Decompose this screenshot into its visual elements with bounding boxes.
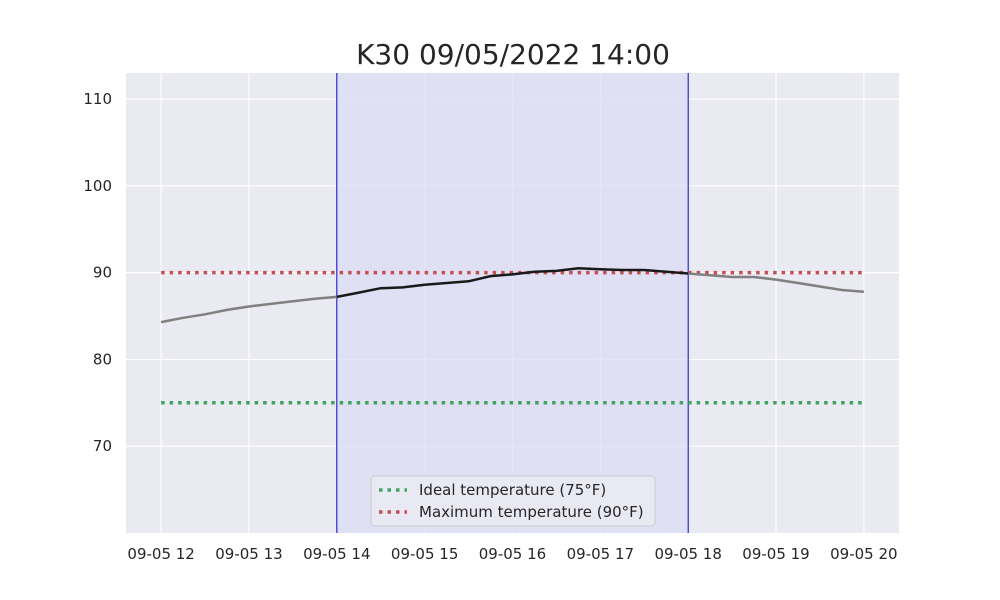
legend-label: Maximum temperature (90°F) bbox=[419, 503, 644, 521]
x-axis-ticks: 09-05 12 09-05 13 09-05 14 09-05 15 09-05 16… bbox=[127, 545, 897, 563]
y-tick-label: 70 bbox=[93, 437, 112, 455]
x-tick-label: 09-05 20 bbox=[830, 545, 897, 563]
x-tick-label: 09-05 19 bbox=[742, 545, 809, 563]
y-tick-label: 110 bbox=[83, 90, 112, 108]
y-tick-label: 90 bbox=[93, 264, 112, 282]
x-tick-label: 09-05 17 bbox=[567, 545, 634, 563]
temperature-series-before-window bbox=[160, 295, 337, 324]
x-tick-label: 09-05 12 bbox=[127, 545, 194, 563]
x-tick-label: 09-05 15 bbox=[391, 545, 458, 563]
x-tick-label: 09-05 18 bbox=[654, 545, 721, 563]
x-tick-label: 09-05 13 bbox=[215, 545, 282, 563]
series-group bbox=[160, 267, 864, 324]
highlight-window bbox=[336, 73, 689, 533]
legend-label: Ideal temperature (75°F) bbox=[419, 481, 606, 499]
temperature-series-after-window bbox=[688, 272, 864, 293]
chart-title: K30 09/05/2022 14:00 bbox=[356, 38, 670, 71]
x-tick-label: 09-05 16 bbox=[479, 545, 546, 563]
y-axis-ticks: 70 80 90 100 110 bbox=[83, 90, 112, 455]
y-tick-label: 80 bbox=[93, 350, 112, 368]
x-tick-label: 09-05 14 bbox=[303, 545, 370, 563]
highlight-window-fill bbox=[336, 73, 689, 533]
legend: Ideal temperature (75°F) Maximum temperat… bbox=[370, 475, 656, 527]
reference-lines bbox=[161, 270, 864, 405]
y-tick-label: 100 bbox=[83, 177, 112, 195]
temperature-series-in-window bbox=[336, 267, 689, 299]
legend-box bbox=[370, 475, 656, 527]
